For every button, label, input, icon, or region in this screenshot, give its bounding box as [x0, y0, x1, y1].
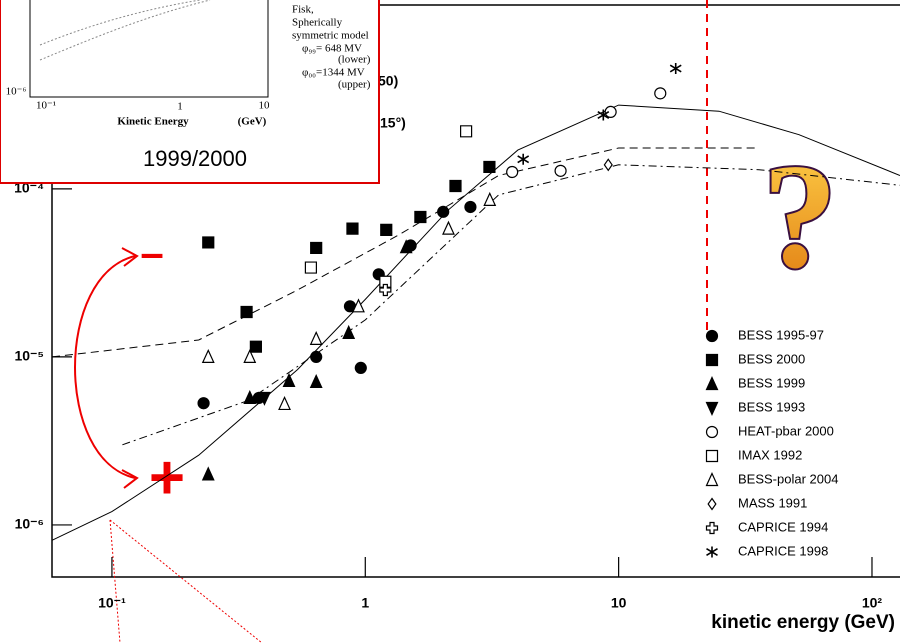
partial-legend-text: 15°): [380, 115, 406, 131]
legend-symbol: [705, 376, 719, 391]
legend-symbol: [705, 425, 719, 439]
y-tick-label: 10⁻⁶: [15, 516, 44, 532]
data-point: [201, 466, 215, 481]
inset-text: φ₀₀=1344 MV: [302, 67, 365, 79]
model-curve: [51, 147, 759, 358]
legend-symbol: [705, 449, 719, 463]
plus-sign: +: [149, 443, 185, 512]
data-point: [604, 105, 617, 119]
data-point: [380, 223, 393, 236]
question-mark: ?: [763, 133, 838, 299]
data-point: [258, 391, 271, 406]
inset-text: (lower): [338, 54, 371, 66]
legend-symbol: [706, 546, 718, 558]
legend-symbol: [705, 472, 719, 487]
data-point: [240, 305, 253, 319]
x-tick-label: 1: [361, 595, 369, 611]
inset: 10⁻¹ 1 10 10⁻⁶ Kinetic Energy (GeV) Fisk…: [0, 0, 380, 184]
inset-x-tick: 10⁻¹: [36, 100, 56, 112]
data-point: [304, 261, 317, 274]
legend-label: CAPRICE 1998: [738, 543, 828, 558]
inset-x-unit: (GeV): [238, 116, 267, 128]
inset-frame: [0, 0, 380, 184]
data-point: [506, 165, 519, 179]
legend-label: BESS 1995-97: [738, 327, 824, 342]
data-point: [309, 373, 323, 388]
legend-label: BESS 2000: [738, 351, 805, 366]
legend-label: IMAX 1992: [738, 447, 802, 462]
data-point: [197, 397, 210, 410]
data-point: [483, 191, 497, 206]
data-point: [278, 395, 291, 411]
red-dotted-lines: [109, 519, 263, 643]
data-point: [202, 236, 215, 249]
red-arrow: [74, 255, 136, 479]
data-point: [437, 205, 450, 218]
inset-curves: [39, 0, 211, 61]
data-point: [414, 210, 427, 224]
data-point: [282, 372, 296, 387]
x-tick-label: 10⁻¹: [98, 595, 126, 611]
data-point: [464, 200, 477, 214]
data-point: [449, 179, 462, 193]
inset-text: Spherically: [292, 17, 343, 29]
data-point: [442, 220, 455, 235]
inset-x-tick: 1: [177, 101, 183, 113]
data-point: [309, 330, 323, 345]
legend-label: BESS-polar 2004: [738, 471, 838, 486]
data-point: [379, 275, 392, 288]
data-point: [554, 164, 567, 177]
data-point: [201, 348, 215, 363]
inset-axes: [29, 0, 269, 98]
legend-symbol: [705, 401, 719, 416]
x-tick-label: 10²: [862, 595, 883, 611]
legend-label: BESS 1999: [738, 375, 805, 390]
legend-label: CAPRICE 1994: [738, 519, 828, 534]
data-point: [399, 239, 413, 254]
data-point: [310, 241, 323, 255]
partial-legend-text: 50): [378, 73, 398, 89]
plot-frame: [51, 4, 900, 578]
inset-y-tick: 10⁻⁶: [6, 86, 27, 98]
data-point: [517, 153, 530, 165]
data-point: [379, 283, 392, 297]
inset-x-label: Kinetic Energy: [117, 116, 189, 128]
data-point: [669, 63, 682, 75]
data-point: [310, 350, 323, 363]
data-point: [352, 298, 365, 313]
data-point: [249, 340, 262, 353]
legend-label: HEAT-pbar 2000: [738, 423, 834, 438]
legend-symbol: [705, 329, 719, 343]
data-point: [603, 158, 613, 172]
data-point: [654, 87, 667, 100]
inset-text: (upper): [338, 79, 371, 91]
minus-sign: –: [140, 229, 163, 276]
data-point: [354, 361, 367, 375]
arrow-heads: [121, 247, 139, 489]
data-point: [243, 348, 257, 363]
x-tick-label: 10: [611, 595, 627, 611]
inset-text: symmetric model: [292, 30, 369, 42]
legend-symbol: [707, 497, 717, 511]
inset-x-tick: 10: [259, 100, 271, 112]
data-point: [346, 222, 359, 235]
inset-text: φ₉₉= 648 MV: [302, 43, 362, 55]
x-axis-label: kinetic energy (GeV): [711, 612, 895, 633]
data-point: [342, 324, 356, 339]
data-point: [460, 125, 473, 138]
data-point: [597, 109, 610, 121]
inset-caption: 1999/2000: [143, 146, 247, 171]
y-tick-label: 10⁻⁵: [14, 348, 44, 364]
inset-text: Fisk,: [292, 4, 314, 16]
legend-symbol: [705, 521, 719, 535]
legend-label: MASS 1991: [738, 495, 807, 510]
data-point: [243, 389, 257, 405]
legend-symbol: [705, 353, 719, 367]
data-point: [483, 160, 496, 174]
legend-label: BESS 1993: [738, 399, 805, 414]
